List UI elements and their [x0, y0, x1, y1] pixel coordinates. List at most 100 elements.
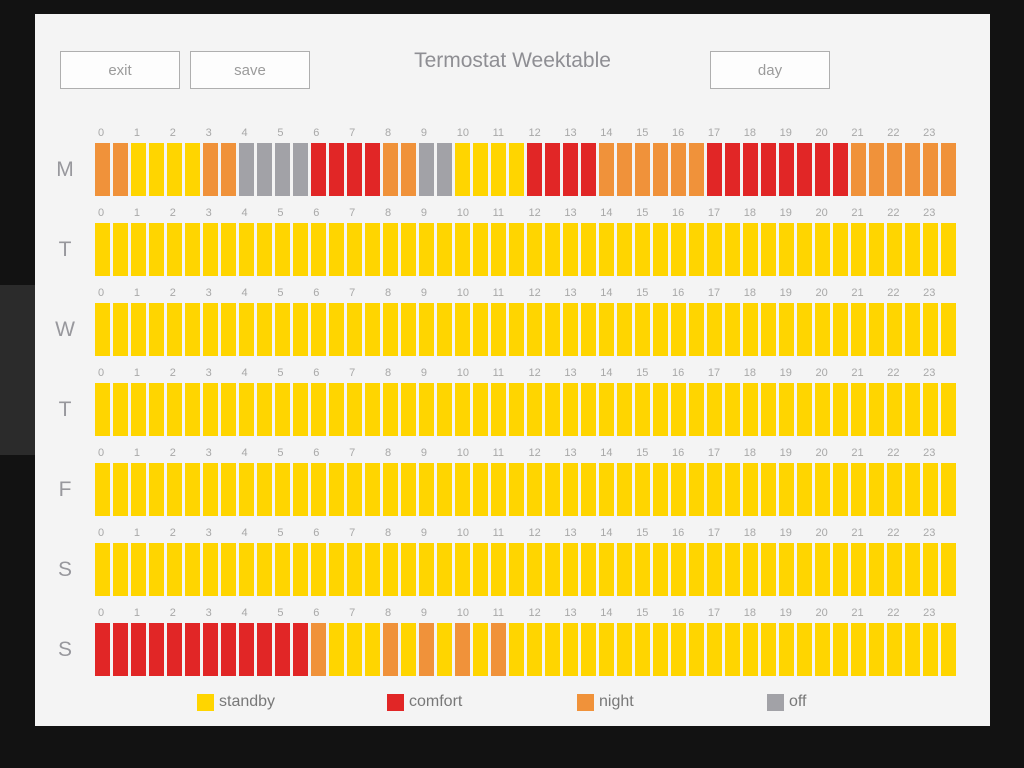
- schedule-slot-day0-4[interactable]: [167, 143, 182, 196]
- schedule-slot-day0-2[interactable]: [131, 143, 146, 196]
- schedule-slot-day6-33[interactable]: [689, 623, 704, 676]
- schedule-slot-day0-5[interactable]: [185, 143, 200, 196]
- schedule-slot-day5-7[interactable]: [221, 543, 236, 596]
- schedule-slot-day5-35[interactable]: [725, 543, 740, 596]
- schedule-slot-day2-7[interactable]: [221, 303, 236, 356]
- schedule-slot-day2-6[interactable]: [203, 303, 218, 356]
- schedule-slot-day3-11[interactable]: [293, 383, 308, 436]
- schedule-slot-day5-39[interactable]: [797, 543, 812, 596]
- schedule-slot-day0-38[interactable]: [779, 143, 794, 196]
- schedule-slot-day4-13[interactable]: [329, 463, 344, 516]
- schedule-slot-day1-0[interactable]: [95, 223, 110, 276]
- schedule-slot-day2-16[interactable]: [383, 303, 398, 356]
- schedule-slot-day1-12[interactable]: [311, 223, 326, 276]
- schedule-slot-day5-34[interactable]: [707, 543, 722, 596]
- schedule-slot-day1-36[interactable]: [743, 223, 758, 276]
- schedule-slot-day4-27[interactable]: [581, 463, 596, 516]
- schedule-slot-day4-18[interactable]: [419, 463, 434, 516]
- schedule-slot-day5-27[interactable]: [581, 543, 596, 596]
- schedule-slot-day2-19[interactable]: [437, 303, 452, 356]
- schedule-slot-day0-3[interactable]: [149, 143, 164, 196]
- schedule-slot-day0-9[interactable]: [257, 143, 272, 196]
- schedule-slot-day3-31[interactable]: [653, 383, 668, 436]
- schedule-slot-day0-45[interactable]: [905, 143, 920, 196]
- schedule-slot-day1-4[interactable]: [167, 223, 182, 276]
- schedule-slot-day4-8[interactable]: [239, 463, 254, 516]
- schedule-slot-day5-46[interactable]: [923, 543, 938, 596]
- schedule-slot-day4-40[interactable]: [815, 463, 830, 516]
- schedule-slot-day4-14[interactable]: [347, 463, 362, 516]
- schedule-slot-day1-40[interactable]: [815, 223, 830, 276]
- schedule-slot-day6-42[interactable]: [851, 623, 866, 676]
- schedule-slot-day5-40[interactable]: [815, 543, 830, 596]
- schedule-slot-day4-15[interactable]: [365, 463, 380, 516]
- schedule-slot-day2-36[interactable]: [743, 303, 758, 356]
- schedule-slot-day5-42[interactable]: [851, 543, 866, 596]
- schedule-slot-day3-23[interactable]: [509, 383, 524, 436]
- schedule-slot-day2-38[interactable]: [779, 303, 794, 356]
- schedule-slot-day6-15[interactable]: [365, 623, 380, 676]
- schedule-slot-day0-12[interactable]: [311, 143, 326, 196]
- schedule-slot-day6-3[interactable]: [149, 623, 164, 676]
- schedule-slot-day6-34[interactable]: [707, 623, 722, 676]
- schedule-slot-day3-19[interactable]: [437, 383, 452, 436]
- schedule-slot-day0-17[interactable]: [401, 143, 416, 196]
- schedule-slot-day1-1[interactable]: [113, 223, 128, 276]
- schedule-slot-day6-21[interactable]: [473, 623, 488, 676]
- schedule-slot-day4-24[interactable]: [527, 463, 542, 516]
- schedule-slot-day5-4[interactable]: [167, 543, 182, 596]
- schedule-slot-day5-33[interactable]: [689, 543, 704, 596]
- schedule-slot-day4-46[interactable]: [923, 463, 938, 516]
- schedule-slot-day0-24[interactable]: [527, 143, 542, 196]
- schedule-slot-day1-20[interactable]: [455, 223, 470, 276]
- schedule-slot-day2-46[interactable]: [923, 303, 938, 356]
- schedule-slot-day6-28[interactable]: [599, 623, 614, 676]
- schedule-slot-day4-9[interactable]: [257, 463, 272, 516]
- schedule-slot-day5-20[interactable]: [455, 543, 470, 596]
- schedule-slot-day5-44[interactable]: [887, 543, 902, 596]
- schedule-slot-day5-3[interactable]: [149, 543, 164, 596]
- schedule-slot-day5-2[interactable]: [131, 543, 146, 596]
- schedule-slot-day4-21[interactable]: [473, 463, 488, 516]
- schedule-slot-day0-19[interactable]: [437, 143, 452, 196]
- schedule-slot-day6-31[interactable]: [653, 623, 668, 676]
- schedule-slot-day2-25[interactable]: [545, 303, 560, 356]
- schedule-slot-day5-16[interactable]: [383, 543, 398, 596]
- schedule-slot-day6-12[interactable]: [311, 623, 326, 676]
- schedule-slot-day6-27[interactable]: [581, 623, 596, 676]
- schedule-slot-day0-41[interactable]: [833, 143, 848, 196]
- schedule-slot-day5-26[interactable]: [563, 543, 578, 596]
- schedule-slot-day5-13[interactable]: [329, 543, 344, 596]
- schedule-slot-day2-47[interactable]: [941, 303, 956, 356]
- schedule-slot-day4-6[interactable]: [203, 463, 218, 516]
- schedule-slot-day1-46[interactable]: [923, 223, 938, 276]
- schedule-slot-day4-34[interactable]: [707, 463, 722, 516]
- schedule-slot-day1-14[interactable]: [347, 223, 362, 276]
- schedule-slot-day3-9[interactable]: [257, 383, 272, 436]
- schedule-slot-day2-44[interactable]: [887, 303, 902, 356]
- schedule-slot-day5-25[interactable]: [545, 543, 560, 596]
- schedule-slot-day5-41[interactable]: [833, 543, 848, 596]
- schedule-slot-day1-29[interactable]: [617, 223, 632, 276]
- schedule-slot-day0-46[interactable]: [923, 143, 938, 196]
- schedule-slot-day1-19[interactable]: [437, 223, 452, 276]
- schedule-slot-day5-6[interactable]: [203, 543, 218, 596]
- schedule-slot-day1-43[interactable]: [869, 223, 884, 276]
- schedule-slot-day5-1[interactable]: [113, 543, 128, 596]
- schedule-slot-day5-9[interactable]: [257, 543, 272, 596]
- schedule-slot-day0-20[interactable]: [455, 143, 470, 196]
- schedule-slot-day2-35[interactable]: [725, 303, 740, 356]
- schedule-slot-day1-31[interactable]: [653, 223, 668, 276]
- schedule-slot-day6-46[interactable]: [923, 623, 938, 676]
- schedule-slot-day1-3[interactable]: [149, 223, 164, 276]
- schedule-slot-day1-5[interactable]: [185, 223, 200, 276]
- schedule-slot-day2-18[interactable]: [419, 303, 434, 356]
- schedule-slot-day3-30[interactable]: [635, 383, 650, 436]
- schedule-slot-day4-31[interactable]: [653, 463, 668, 516]
- schedule-slot-day3-25[interactable]: [545, 383, 560, 436]
- schedule-slot-day2-43[interactable]: [869, 303, 884, 356]
- schedule-slot-day5-24[interactable]: [527, 543, 542, 596]
- schedule-slot-day2-20[interactable]: [455, 303, 470, 356]
- day-view-button[interactable]: day: [710, 51, 830, 89]
- schedule-slot-day4-25[interactable]: [545, 463, 560, 516]
